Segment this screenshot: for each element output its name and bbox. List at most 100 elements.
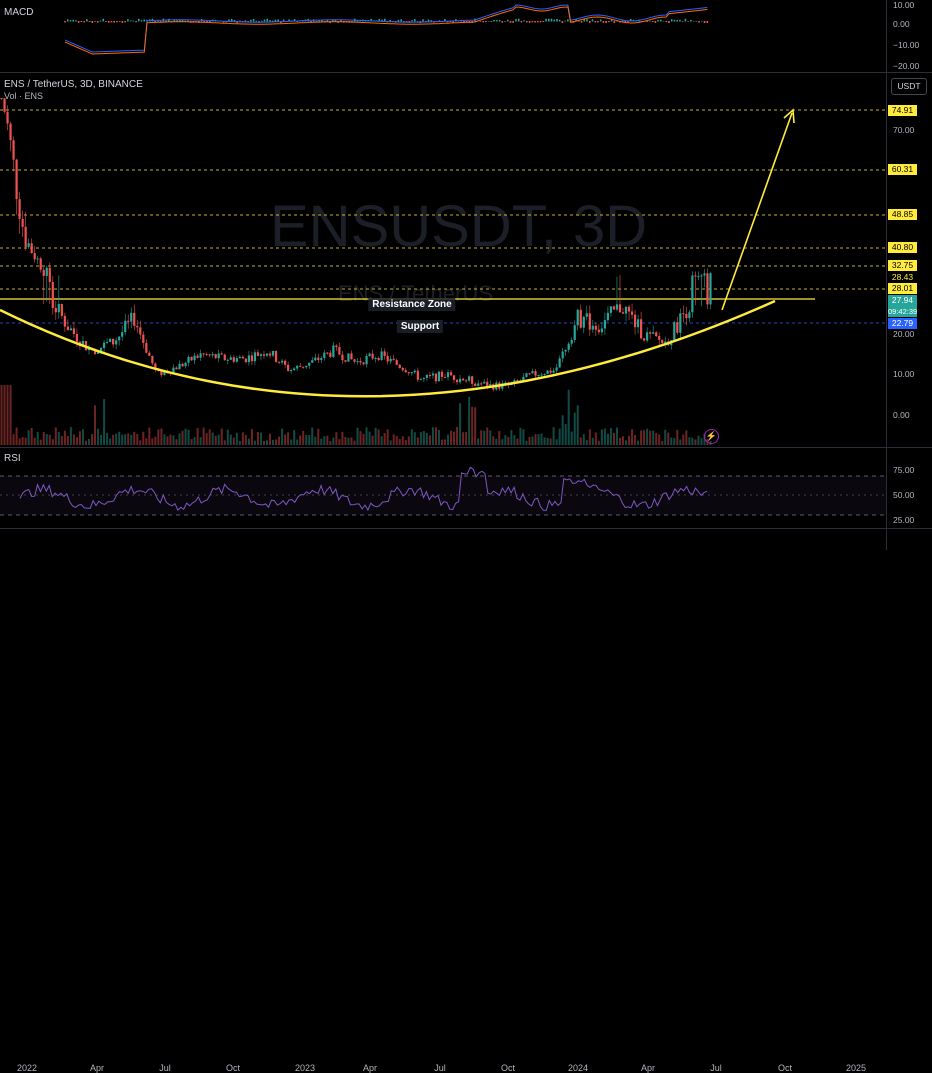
volume-bar xyxy=(88,438,90,445)
macd-histogram-bar xyxy=(118,21,121,22)
candle-body xyxy=(196,355,199,358)
candle-body xyxy=(290,370,293,372)
volume-bar xyxy=(450,430,453,445)
pane-separator[interactable] xyxy=(0,72,932,73)
candle-body xyxy=(359,361,362,363)
volume-bar xyxy=(253,440,256,445)
candle-body xyxy=(413,370,416,373)
time-axis-label: Apr xyxy=(640,1063,656,1073)
candle-body xyxy=(549,370,552,373)
candle-body xyxy=(175,367,178,370)
volume-label[interactable]: Vol · ENS xyxy=(4,91,44,101)
time-axis-label: 2024 xyxy=(567,1063,589,1073)
volume-bar xyxy=(109,438,112,445)
volume-bar xyxy=(519,427,522,445)
volume-bar xyxy=(202,427,205,445)
candle-body xyxy=(190,356,193,361)
volume-bar xyxy=(534,434,537,445)
volume-bar xyxy=(51,439,54,445)
macd-histogram-bar xyxy=(88,21,91,22)
volume-bar xyxy=(664,429,667,445)
volume-bar xyxy=(582,434,585,445)
volume-bar xyxy=(591,437,594,445)
candle-body xyxy=(42,269,45,276)
macd-histogram-bar xyxy=(509,21,512,23)
candle-body xyxy=(253,352,257,362)
price-chart[interactable] xyxy=(0,73,886,447)
macd-histogram-bar xyxy=(233,19,236,22)
candle-body xyxy=(118,336,121,341)
currency-button[interactable]: USDT xyxy=(891,78,927,95)
volume-bar xyxy=(0,385,3,445)
time-axis[interactable]: 2022 Apr Jul Oct 2023 Apr Jul Oct 2024 A… xyxy=(0,529,886,1073)
candle-body xyxy=(102,342,106,348)
candle-body xyxy=(115,340,118,345)
price-axis-border xyxy=(886,0,887,550)
volume-bar xyxy=(278,436,281,445)
volume-bar xyxy=(160,428,163,445)
candle-body xyxy=(446,372,450,378)
candle-body xyxy=(329,352,332,357)
volume-bar xyxy=(226,429,229,445)
volume-bar xyxy=(293,430,296,445)
macd-histogram-bar xyxy=(517,18,520,22)
volume-bar xyxy=(326,435,329,445)
volume-bar xyxy=(48,434,51,445)
lightning-icon[interactable]: ⚡ xyxy=(704,429,719,444)
volume-bar xyxy=(30,428,33,445)
macd-histogram-bar xyxy=(515,19,517,22)
volume-bar xyxy=(634,435,637,445)
macd-histogram-bar xyxy=(116,21,118,23)
candle-body xyxy=(36,258,39,260)
volume-bar xyxy=(299,435,302,445)
volume-bar xyxy=(453,431,456,445)
candle-body xyxy=(383,351,386,356)
candle-body xyxy=(30,243,33,254)
volume-bar xyxy=(57,432,60,445)
rsi-plot xyxy=(0,466,886,516)
volume-bar xyxy=(585,440,588,445)
volume-bar xyxy=(359,431,362,445)
symbol-title[interactable]: ENS / TetherUS, 3D, BINANCE xyxy=(4,79,143,90)
pane-separator[interactable] xyxy=(0,447,932,448)
macd-histogram-bar xyxy=(416,20,419,22)
candle-body xyxy=(576,309,579,326)
macd-histogram-bar xyxy=(75,20,77,22)
volume-bar xyxy=(247,438,250,445)
time-axis-label: Jul xyxy=(434,1063,446,1073)
volume-bar xyxy=(477,438,480,445)
volume-bar xyxy=(353,440,356,445)
macd-histogram-bar xyxy=(135,21,137,23)
candle-body xyxy=(703,273,706,276)
volume-bar xyxy=(377,429,380,445)
candle-body xyxy=(585,313,588,317)
macd-histogram-bar xyxy=(673,19,676,22)
candle-body xyxy=(280,360,284,363)
macd-histogram-bar xyxy=(326,19,329,22)
volume-bar xyxy=(374,427,377,445)
price-axis-label: 70.00 xyxy=(893,125,915,135)
volume-bar xyxy=(259,432,262,445)
candle-body xyxy=(455,379,459,383)
candle-body xyxy=(244,358,247,363)
volume-bar xyxy=(564,423,567,445)
candle-body xyxy=(130,312,133,322)
volume-bar xyxy=(232,437,235,445)
macd-histogram-bar xyxy=(107,21,110,23)
macd-histogram-bar xyxy=(266,18,269,22)
macd-histogram-bar xyxy=(356,19,359,22)
candle-body xyxy=(612,306,616,310)
candle-body xyxy=(54,307,57,313)
volume-bar xyxy=(323,436,326,445)
macd-histogram-bar xyxy=(170,21,173,22)
candle-body xyxy=(48,267,51,282)
candle-body xyxy=(18,199,21,219)
macd-histogram-bar xyxy=(438,20,441,22)
macd-histogram-bar xyxy=(624,21,627,23)
candle-body xyxy=(480,383,483,385)
candle-body xyxy=(377,357,380,360)
macd-histogram-bar xyxy=(531,21,534,23)
volume-bar xyxy=(694,439,697,445)
time-axis-label: 2023 xyxy=(294,1063,316,1073)
volume-bar xyxy=(235,432,238,445)
